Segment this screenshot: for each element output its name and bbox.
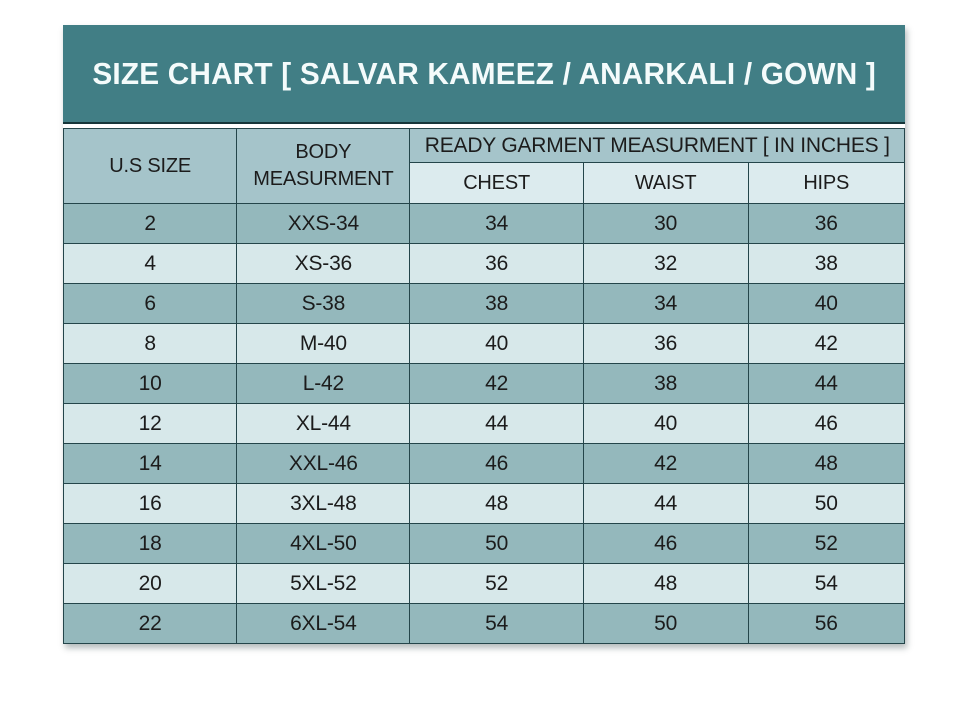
cell-us-size: 22 [62, 603, 238, 644]
cell-chest: 54 [409, 603, 584, 644]
cell-waist: 30 [582, 203, 749, 244]
cell-waist: 46 [582, 523, 749, 564]
cell-hips: 42 [747, 323, 906, 364]
cell-hips: 36 [747, 203, 906, 244]
table-row: 8 M-40 40 36 42 [62, 323, 906, 364]
cell-hips: 50 [747, 483, 906, 524]
cell-us-size: 14 [62, 443, 238, 484]
cell-hips: 44 [747, 363, 906, 404]
cell-chest: 44 [409, 403, 584, 444]
cell-hips: 38 [747, 243, 906, 284]
cell-hips: 46 [747, 403, 906, 444]
cell-us-size: 4 [62, 243, 238, 284]
cell-body-measurement: XL-44 [236, 403, 411, 444]
cell-us-size: 8 [62, 323, 238, 364]
column-header-waist: WAIST [582, 162, 749, 204]
cell-body-measurement: XS-36 [236, 243, 411, 284]
cell-body-measurement: L-42 [236, 363, 411, 404]
cell-waist: 32 [582, 243, 749, 284]
cell-chest: 34 [409, 203, 584, 244]
table-row: 10 L-42 42 38 44 [62, 363, 906, 404]
banner-table-gap [63, 124, 905, 128]
cell-chest: 36 [409, 243, 584, 284]
cell-chest: 52 [409, 563, 584, 604]
cell-body-measurement: S-38 [236, 283, 411, 324]
table-row: 22 6XL-54 54 50 56 [62, 603, 906, 644]
table-row: 4 XS-36 36 32 38 [62, 243, 906, 284]
cell-waist: 34 [582, 283, 749, 324]
cell-waist: 36 [582, 323, 749, 364]
cell-body-measurement: XXL-46 [236, 443, 411, 484]
cell-waist: 38 [582, 363, 749, 404]
cell-us-size: 20 [62, 563, 238, 604]
cell-body-measurement: 4XL-50 [236, 523, 411, 564]
cell-chest: 38 [409, 283, 584, 324]
cell-hips: 48 [747, 443, 906, 484]
table-row: 16 3XL-48 48 44 50 [62, 483, 906, 524]
cell-us-size: 2 [62, 203, 238, 244]
column-header-hips: HIPS [747, 162, 906, 204]
cell-waist: 44 [582, 483, 749, 524]
column-header-chest: CHEST [409, 162, 584, 204]
cell-chest: 50 [409, 523, 584, 564]
cell-waist: 40 [582, 403, 749, 444]
table-header: U.S SIZE BODY MEASURMENT READY GARMENT M… [62, 128, 906, 204]
size-chart-sheet: SIZE CHART [ SALVAR KAMEEZ / ANARKALI / … [62, 25, 906, 644]
cell-body-measurement: M-40 [236, 323, 411, 364]
cell-waist: 48 [582, 563, 749, 604]
table-row: 12 XL-44 44 40 46 [62, 403, 906, 444]
column-header-body-measurement: BODY MEASURMENT [236, 128, 411, 204]
cell-body-measurement: XXS-34 [236, 203, 411, 244]
header-row-main: U.S SIZE BODY MEASURMENT READY GARMENT M… [62, 128, 905, 204]
cell-hips: 52 [747, 523, 906, 564]
cell-us-size: 16 [62, 483, 238, 524]
cell-waist: 42 [582, 443, 749, 484]
table-row: 14 XXL-46 46 42 48 [62, 443, 906, 484]
column-header-us-size: U.S SIZE [62, 128, 238, 204]
table-row: 20 5XL-52 52 48 54 [62, 563, 906, 604]
chart-title-banner: SIZE CHART [ SALVAR KAMEEZ / ANARKALI / … [63, 25, 905, 124]
chart-title: SIZE CHART [ SALVAR KAMEEZ / ANARKALI / … [92, 55, 876, 91]
cell-chest: 46 [409, 443, 584, 484]
cell-hips: 56 [747, 603, 906, 644]
cell-body-measurement: 5XL-52 [236, 563, 411, 604]
column-group-ready-garment: READY GARMENT MEASURMENT [ IN INCHES ] [409, 128, 905, 163]
cell-chest: 48 [409, 483, 584, 524]
cell-body-measurement: 3XL-48 [236, 483, 411, 524]
cell-waist: 50 [582, 603, 749, 644]
cell-us-size: 18 [62, 523, 238, 564]
cell-body-measurement: 6XL-54 [236, 603, 411, 644]
cell-us-size: 6 [62, 283, 238, 324]
cell-us-size: 12 [62, 403, 238, 444]
cell-us-size: 10 [62, 363, 238, 404]
cell-chest: 40 [409, 323, 584, 364]
table-body: 2 XXS-34 34 30 36 4 XS-36 36 32 38 6 S-38 38 34 40 8 M-4… [62, 203, 906, 644]
table-row: 18 4XL-50 50 46 52 [62, 523, 906, 564]
cell-hips: 40 [747, 283, 906, 324]
table-row: 2 XXS-34 34 30 36 [62, 203, 906, 244]
size-table: U.S SIZE BODY MEASURMENT READY GARMENT M… [62, 128, 906, 644]
cell-chest: 42 [409, 363, 584, 404]
cell-hips: 54 [747, 563, 906, 604]
table-row: 6 S-38 38 34 40 [62, 283, 906, 324]
header-row-sub: CHEST WAIST HIPS [64, 162, 906, 204]
